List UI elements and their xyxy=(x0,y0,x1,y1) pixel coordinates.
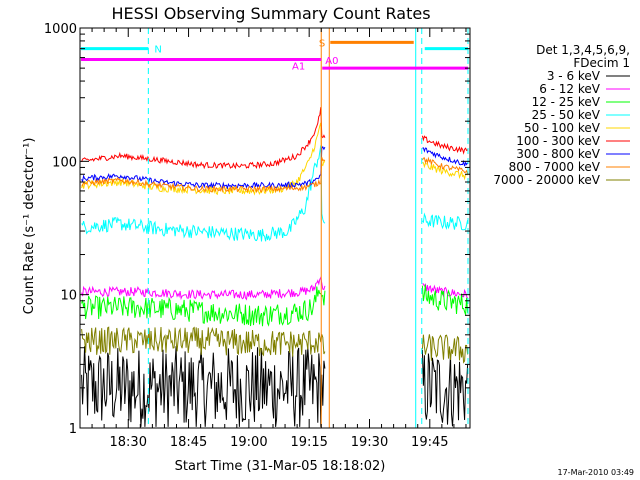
legend-label-4: 50 - 100 keV xyxy=(524,121,601,135)
legend-label-6: 300 - 800 keV xyxy=(516,147,600,161)
x-tick-label: 18:30 xyxy=(110,435,147,450)
legend-label-2: 12 - 25 keV xyxy=(532,95,601,109)
axes-layer: 1 10 100 1000 18:30 18:45 19:00 19:15 19:30 19:45 xyxy=(44,22,471,450)
series-line-7 xyxy=(81,156,469,194)
legend-header-line-1: Det 1,3,4,5,6,9, xyxy=(536,43,630,57)
y-tick-label: 1 xyxy=(69,422,77,437)
legend-label-7: 800 - 7000 keV xyxy=(509,160,601,174)
series-line-1 xyxy=(81,276,469,301)
flag-label-A0: A0 xyxy=(325,56,338,67)
plot-frame xyxy=(79,27,471,429)
x-tick-label: 19:30 xyxy=(351,435,388,450)
generation-timestamp: 17-Mar-2010 03:49 xyxy=(558,468,635,477)
flag-label-N: N xyxy=(154,45,161,56)
legend-label-0: 3 - 6 keV xyxy=(547,69,601,83)
y-tick-label: 1000 xyxy=(44,22,77,37)
x-axis-label: Start Time (31-Mar-05 18:18:02) xyxy=(175,459,386,474)
flag-label-A1: A1 xyxy=(292,62,305,73)
y-axis-label: Count Rate (s⁻¹ detector⁻¹) xyxy=(22,138,37,315)
x-tick-label: 19:45 xyxy=(411,435,448,450)
y-tick-label: 100 xyxy=(52,155,77,170)
y-tick-label: 10 xyxy=(60,289,77,304)
legend-label-3: 25 - 50 keV xyxy=(532,108,601,122)
chart-title: HESSI Observing Summary Count Rates xyxy=(111,4,430,23)
legend-label-1: 6 - 12 keV xyxy=(539,82,601,96)
x-tick-label: 18:45 xyxy=(170,435,207,450)
series-line-8 xyxy=(81,326,469,364)
x-tick-label: 19:00 xyxy=(230,435,267,450)
series-line-6 xyxy=(81,145,469,190)
series-line-3 xyxy=(81,145,469,242)
series-line-2 xyxy=(81,284,469,327)
overlay-layer: N A1 A0S xyxy=(81,28,469,428)
series-layer xyxy=(81,107,469,427)
x-tick-label: 19:15 xyxy=(290,435,327,450)
series-line-5 xyxy=(81,107,468,170)
legend-label-5: 100 - 300 keV xyxy=(516,134,600,148)
flag-label-S: S xyxy=(319,38,325,49)
legend-label-8: 7000 - 20000 keV xyxy=(493,173,600,187)
legend-header-line-2: FDecim 1 xyxy=(573,56,630,70)
series-line-0 xyxy=(81,346,469,427)
